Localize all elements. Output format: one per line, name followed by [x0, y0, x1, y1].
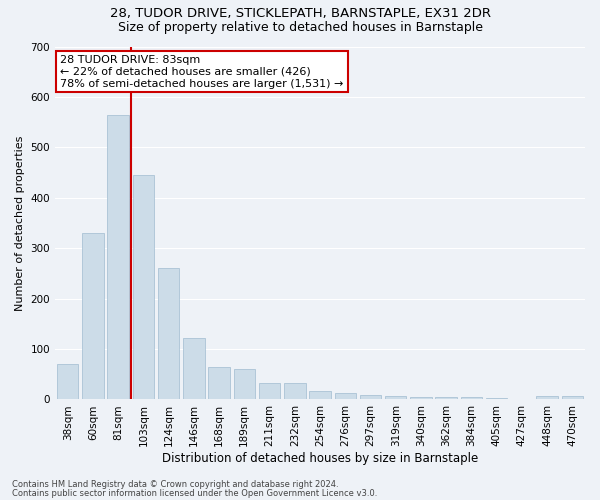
Text: Size of property relative to detached houses in Barnstaple: Size of property relative to detached ho…: [118, 21, 482, 34]
Bar: [133, 175, 154, 400]
Bar: [208, 366, 230, 400]
Bar: [335, 393, 356, 400]
Bar: [410, 397, 431, 400]
Bar: [486, 398, 508, 400]
Bar: [562, 396, 583, 400]
Bar: [284, 384, 305, 400]
Bar: [360, 396, 381, 400]
Bar: [259, 384, 280, 400]
Bar: [536, 396, 558, 400]
Bar: [183, 338, 205, 400]
Text: 28 TUDOR DRIVE: 83sqm
← 22% of detached houses are smaller (426)
78% of semi-det: 28 TUDOR DRIVE: 83sqm ← 22% of detached …: [61, 56, 344, 88]
Bar: [233, 369, 255, 400]
Bar: [385, 396, 406, 400]
Bar: [436, 398, 457, 400]
Text: Contains public sector information licensed under the Open Government Licence v3: Contains public sector information licen…: [12, 488, 377, 498]
Text: 28, TUDOR DRIVE, STICKLEPATH, BARNSTAPLE, EX31 2DR: 28, TUDOR DRIVE, STICKLEPATH, BARNSTAPLE…: [110, 8, 491, 20]
X-axis label: Distribution of detached houses by size in Barnstaple: Distribution of detached houses by size …: [162, 452, 478, 465]
Bar: [158, 268, 179, 400]
Bar: [461, 398, 482, 400]
Y-axis label: Number of detached properties: Number of detached properties: [15, 136, 25, 310]
Bar: [309, 391, 331, 400]
Bar: [107, 114, 129, 400]
Bar: [57, 364, 79, 400]
Bar: [82, 233, 104, 400]
Text: Contains HM Land Registry data © Crown copyright and database right 2024.: Contains HM Land Registry data © Crown c…: [12, 480, 338, 489]
